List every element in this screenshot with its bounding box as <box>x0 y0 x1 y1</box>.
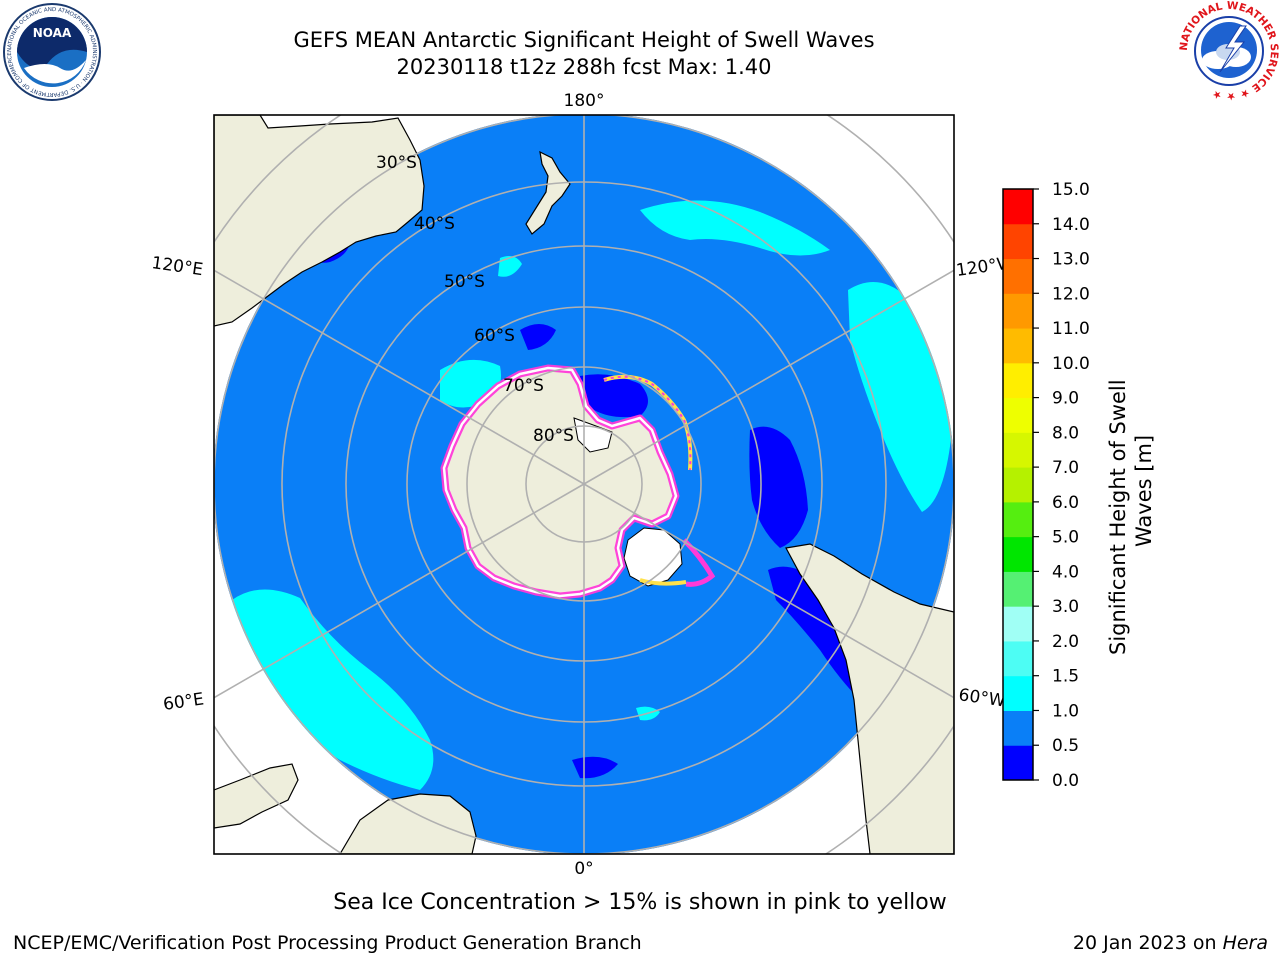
lat-label-80s: 80°S <box>533 426 574 446</box>
colorbar-tick-label: 11.0 <box>1052 319 1090 339</box>
footer-date: 20 Jan 2023 on Hera <box>1073 932 1268 954</box>
land-africa <box>339 793 477 854</box>
colorbar-tick-label: 12.0 <box>1052 284 1090 304</box>
colorbar-frame <box>1002 188 1034 781</box>
colorbar-bin <box>1003 362 1033 399</box>
footer-date-text: 20 Jan 2023 on <box>1072 932 1223 954</box>
map-title: GEFS MEAN Antarctic Significant Height o… <box>293 28 875 52</box>
colorbar-bin <box>1003 640 1033 677</box>
lon-label-120e: 120°E <box>150 253 204 280</box>
graticule <box>214 115 954 854</box>
swell-patch-indian-ocean <box>232 589 434 790</box>
colorbar-bin <box>1003 501 1033 538</box>
colorbar-bin <box>1003 710 1033 746</box>
land-south-america <box>785 543 954 854</box>
noaa-logo-text: NOAA <box>33 26 72 40</box>
colorbar-bin <box>1003 467 1033 503</box>
colorbar-bin <box>1003 328 1033 364</box>
colorbar-bin <box>1003 223 1033 260</box>
colorbar-tick-label: 1.5 <box>1052 667 1079 687</box>
colorbar-bin <box>1003 536 1033 572</box>
colorbar-tick-label: 8.0 <box>1052 423 1079 443</box>
colorbar-label-line2: Waves [m] <box>1132 435 1156 547</box>
colorbar-ticks: 15.0 14.0 13.0 12.0 11.0 10.0 9.0 8.0 7.0 6.0 5.0 4… <box>1033 180 1090 791</box>
colorbar-tick-label: 3.0 <box>1052 597 1079 617</box>
colorbar-tick-label: 0.0 <box>1052 771 1079 791</box>
colorbar-tick-label: 2.0 <box>1052 632 1079 652</box>
colorbar-tick-label: 7.0 <box>1052 458 1079 478</box>
colorbar-bins <box>1003 189 1033 781</box>
colorbar-bin <box>1003 606 1033 642</box>
colorbar: 15.0 14.0 13.0 12.0 11.0 10.0 9.0 8.0 7.0 6.0 5.0 4… <box>1002 180 1156 791</box>
lat-label-60s: 60°S <box>474 326 515 346</box>
land-madagascar <box>214 763 299 829</box>
lon-label-0: 0° <box>574 859 593 879</box>
colorbar-tick-label: 0.5 <box>1052 736 1079 756</box>
land-australia <box>214 115 425 327</box>
land-masses <box>214 115 954 854</box>
colorbar-tick-label: 15.0 <box>1052 180 1090 200</box>
sea-ice-caption: Sea Ice Concentration > 15% is shown in … <box>333 890 947 915</box>
colorbar-bin <box>1003 189 1033 225</box>
map-subtitle: 20230118 t12z 288h fcst Max: 1.40 <box>396 55 772 79</box>
colorbar-tick-label: 14.0 <box>1052 215 1090 235</box>
colorbar-tick-label: 6.0 <box>1052 493 1079 513</box>
lat-label-30s: 30°S <box>376 153 417 173</box>
swell-patch-pacific-north <box>640 200 830 256</box>
colorbar-tick-label: 13.0 <box>1052 250 1090 270</box>
colorbar-tick-label: 9.0 <box>1052 389 1079 409</box>
colorbar-bin <box>1003 571 1033 607</box>
footer-branch: NCEP/EMC/Verification Post Processing Pr… <box>13 932 642 954</box>
colorbar-bin <box>1003 397 1033 433</box>
land-new-zealand <box>525 150 571 235</box>
map-frame <box>213 114 955 855</box>
lon-label-180: 180° <box>564 91 605 111</box>
lat-label-70s: 70°S <box>503 376 544 396</box>
colorbar-tick-label: 10.0 <box>1052 354 1090 374</box>
colorbar-bin <box>1003 293 1033 329</box>
lat-label-50s: 50°S <box>444 272 485 292</box>
footer-host: Hera <box>1222 932 1268 954</box>
colorbar-bin <box>1003 258 1033 294</box>
colorbar-bin <box>1003 675 1033 711</box>
noaa-logo: NOAA NATIONAL OCEANIC AND ATMOSPHERIC AD… <box>2 2 101 101</box>
lat-label-40s: 40°S <box>414 214 455 234</box>
lon-label-60e: 60°E <box>162 689 205 714</box>
colorbar-label-line1: Significant Height of Swell <box>1106 379 1130 655</box>
colorbar-bin <box>1003 745 1033 781</box>
colorbar-bin <box>1003 432 1033 468</box>
colorbar-tick-label: 4.0 <box>1052 562 1079 582</box>
nws-logo: NATIONAL WEATHER SERVICE ★ ★ ★ <box>1178 0 1280 102</box>
weddell-ice-shelf <box>623 527 683 587</box>
colorbar-tick-label: 1.0 <box>1052 701 1079 721</box>
swell-patch-low-east <box>749 426 808 548</box>
colorbar-tick-label: 5.0 <box>1052 528 1079 548</box>
